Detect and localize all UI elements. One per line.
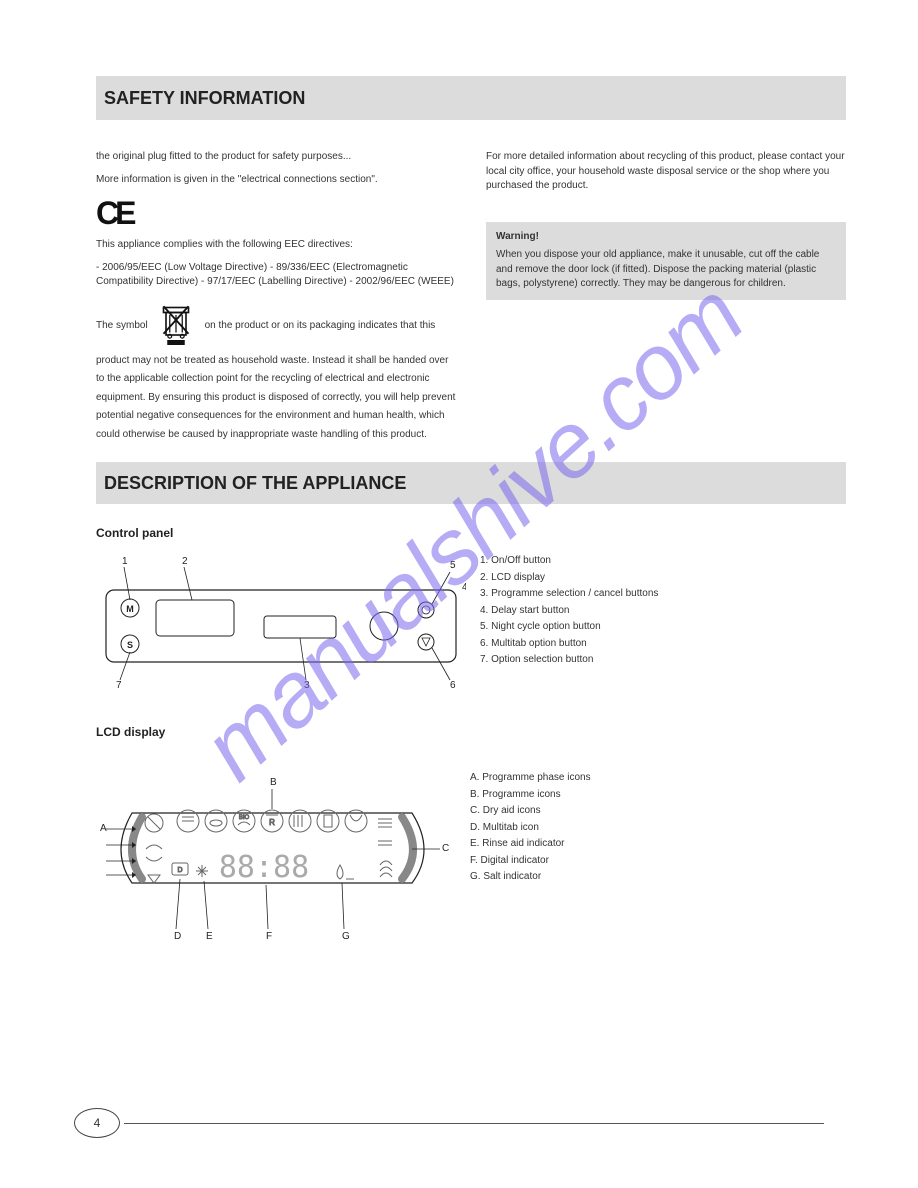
sec1-left-p2: More information is given in the "electr… bbox=[96, 173, 456, 188]
page-content: SAFETY INFORMATION the original plug fit… bbox=[0, 0, 918, 956]
svg-text:G: G bbox=[342, 931, 350, 942]
svg-text:BIO: BIO bbox=[239, 815, 250, 821]
svg-text:4: 4 bbox=[462, 582, 466, 593]
control-panel-svg: M S 1 2 5 4 7 3 6 bbox=[96, 554, 466, 694]
weee-lead: The symbol bbox=[96, 320, 148, 331]
panel-label-4: 4. Delay start button bbox=[480, 604, 658, 619]
display-label-a: A. Programme phase icons bbox=[470, 771, 591, 786]
page-number: 4 bbox=[94, 1116, 101, 1130]
section1-columns: the original plug fitted to the product … bbox=[96, 150, 846, 442]
panel-label-2: 2. LCD display bbox=[480, 571, 658, 586]
weee-block: The symbol bbox=[96, 298, 456, 443]
section1-left-col: the original plug fitted to the product … bbox=[96, 150, 456, 442]
svg-text:D: D bbox=[177, 867, 182, 874]
svg-text:5: 5 bbox=[450, 560, 456, 571]
svg-text:F: F bbox=[266, 931, 272, 942]
display-label-d: D. Multitab icon bbox=[470, 821, 591, 836]
warning-callout: Warning! When you dispose your old appli… bbox=[486, 222, 846, 300]
sec1-right-p1: For more detailed information about recy… bbox=[486, 150, 846, 194]
section2-title: DESCRIPTION OF THE APPLIANCE bbox=[104, 473, 406, 494]
svg-text:S: S bbox=[127, 640, 133, 650]
section1-title: SAFETY INFORMATION bbox=[104, 88, 305, 109]
sec1-left-p3: This appliance complies with the followi… bbox=[96, 238, 456, 253]
display-labels: A. Programme phase icons B. Programme ic… bbox=[470, 771, 591, 887]
svg-text:3: 3 bbox=[304, 680, 310, 691]
svg-text:B: B bbox=[270, 777, 277, 788]
display-label-b: B. Programme icons bbox=[470, 788, 591, 803]
control-panel-subtitle: Control panel bbox=[96, 526, 846, 540]
panel-label-6: 6. Multitab option button bbox=[480, 637, 658, 652]
svg-text:R: R bbox=[269, 818, 275, 827]
display-label-e: E. Rinse aid indicator bbox=[470, 837, 591, 852]
display-svg: 88:88 bbox=[96, 771, 456, 951]
callout-title: Warning! bbox=[496, 230, 836, 245]
svg-text:88:88: 88:88 bbox=[219, 850, 309, 885]
display-label-c: C. Dry aid icons bbox=[470, 804, 591, 819]
weee-after: on the product or on its packaging indic… bbox=[96, 320, 455, 440]
ce-mark-icon: CE bbox=[96, 195, 456, 232]
display-label-g: G. Salt indicator bbox=[470, 870, 591, 885]
page-footer: 4 bbox=[74, 1108, 824, 1138]
panel-label-3: 3. Programme selection / cancel buttons bbox=[480, 587, 658, 602]
control-panel-figure: M S 1 2 5 4 7 3 6 bbox=[96, 554, 466, 699]
svg-text:D: D bbox=[174, 931, 181, 942]
display-block: 88:88 bbox=[96, 771, 846, 956]
control-panel-labels: 1. On/Off button 2. LCD display 3. Progr… bbox=[480, 554, 658, 670]
panel-label-5: 5. Night cycle option button bbox=[480, 620, 658, 635]
page-number-oval: 4 bbox=[74, 1108, 120, 1138]
callout-body: When you dispose your old appliance, mak… bbox=[496, 248, 836, 292]
svg-text:A: A bbox=[100, 823, 107, 834]
display-label-f: F. Digital indicator bbox=[470, 854, 591, 869]
svg-text:M: M bbox=[126, 604, 134, 614]
sec1-left-p1: the original plug fitted to the product … bbox=[96, 150, 456, 165]
sec1-left-p4: - 2006/95/EEC (Low Voltage Directive) - … bbox=[96, 261, 456, 290]
svg-text:C: C bbox=[442, 843, 449, 854]
section2-header-bar: DESCRIPTION OF THE APPLIANCE bbox=[96, 462, 846, 504]
footer-rule bbox=[124, 1123, 824, 1124]
svg-text:E: E bbox=[206, 931, 213, 942]
control-panel-block: M S 1 2 5 4 7 3 6 bbox=[96, 554, 846, 699]
panel-label-7: 7. Option selection button bbox=[480, 653, 658, 668]
svg-text:7: 7 bbox=[116, 680, 122, 691]
svg-text:2: 2 bbox=[182, 556, 188, 567]
weee-bin-icon bbox=[156, 300, 196, 350]
display-figure: 88:88 bbox=[96, 771, 456, 956]
svg-text:1: 1 bbox=[122, 556, 128, 567]
section1-right-col: For more detailed information about recy… bbox=[486, 150, 846, 442]
section1-header-bar: SAFETY INFORMATION bbox=[96, 76, 846, 120]
panel-label-1: 1. On/Off button bbox=[480, 554, 658, 569]
svg-text:6: 6 bbox=[450, 680, 456, 691]
display-subtitle: LCD display bbox=[96, 725, 846, 739]
